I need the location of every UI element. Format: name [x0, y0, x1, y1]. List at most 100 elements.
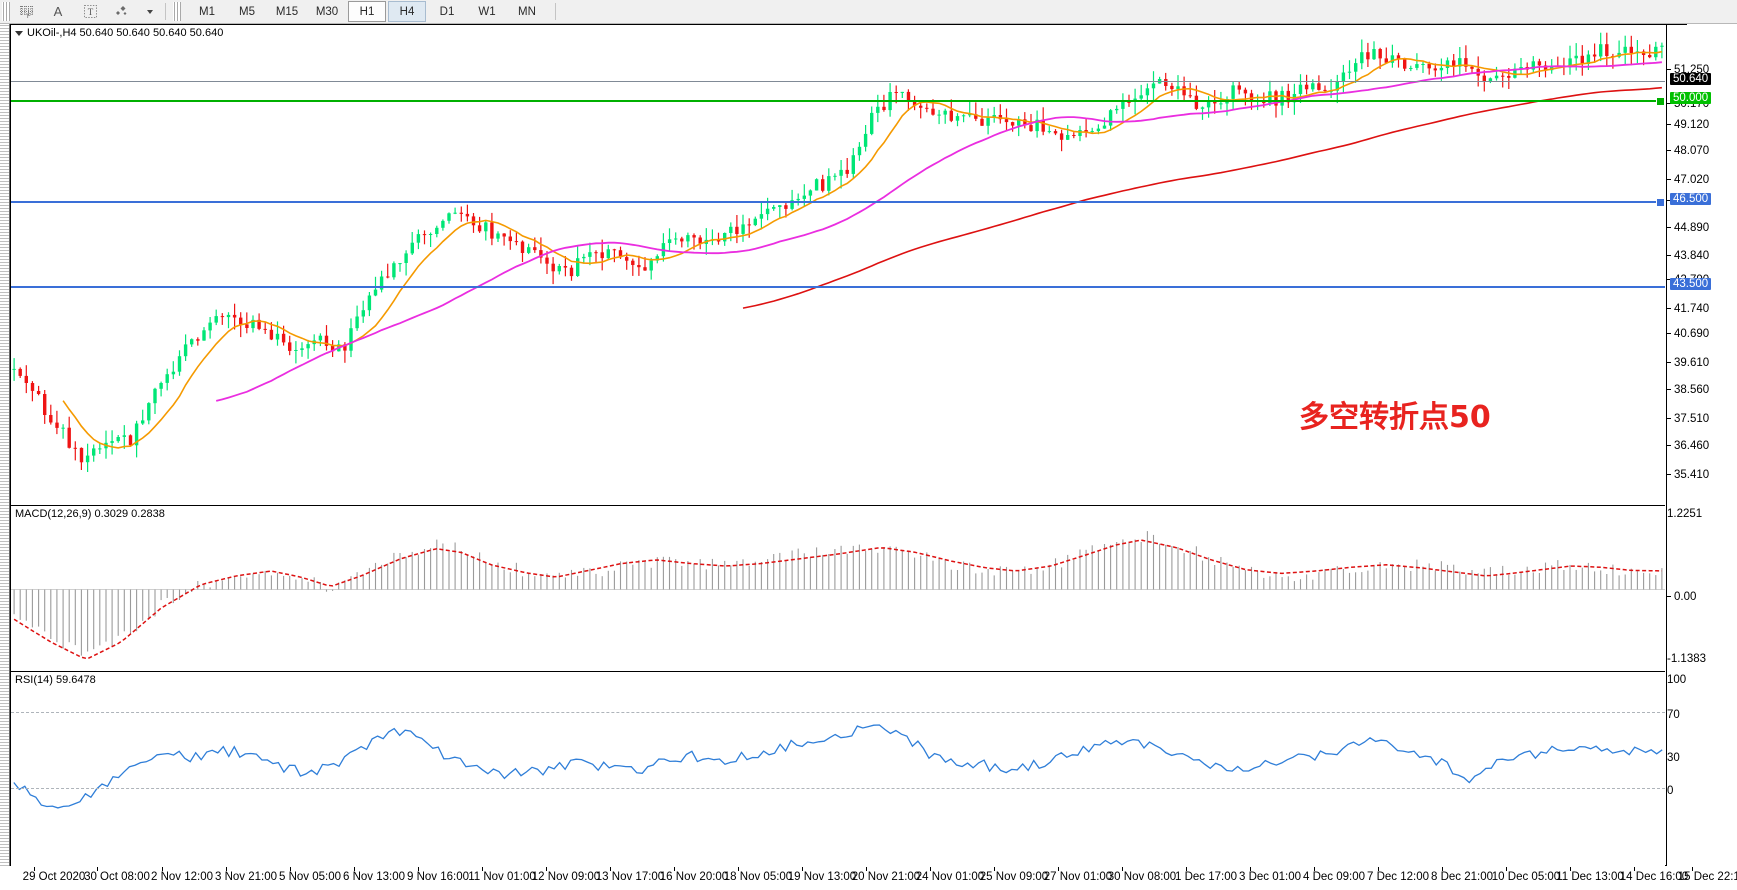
time-tick-mark — [1570, 867, 1571, 871]
rsi-level-30-line — [11, 788, 1665, 789]
rsi-pane[interactable]: RSI(14) 59.6478 — [11, 671, 1665, 866]
timeframe-mn[interactable]: MN — [518, 5, 536, 18]
indicators-icon[interactable] — [106, 0, 138, 23]
chevron-down-icon — [147, 9, 153, 14]
svg-text:F: F — [27, 14, 31, 18]
crosshair-grid-icon[interactable]: F — [10, 0, 42, 23]
price-badge-43500[interactable]: 43.500 — [1670, 278, 1712, 290]
time-tick-mark — [1442, 867, 1443, 871]
price-line-43500 — [11, 286, 1665, 288]
timeframe-m30[interactable]: M30 — [315, 5, 339, 18]
price-badge-46500[interactable]: 46.500 — [1670, 193, 1712, 205]
time-label-17: 30 Nov 08:00 — [1107, 871, 1177, 883]
time-label-23: 10 Dec 05:00 — [1491, 871, 1561, 883]
time-label-2: 2 Nov 12:00 — [150, 871, 214, 883]
price-badge-50000[interactable]: 50.000 — [1670, 92, 1712, 104]
time-tick-mark — [482, 867, 483, 871]
time-label-8: 12 Nov 09:00 — [531, 871, 601, 883]
last-price-badge[interactable]: 50.640 — [1670, 73, 1712, 85]
time-tick-mark — [1634, 867, 1635, 871]
time-label-9: 13 Nov 17:00 — [595, 871, 665, 883]
time-tick-mark — [418, 867, 419, 871]
price-line-46500 — [11, 201, 1665, 203]
price-scale[interactable]: 51.25050.17049.12048.07047.02045.97044.8… — [1666, 25, 1737, 866]
timeframe-group: M1 M5 M15 M30 H1 H4 D1 W1 MN — [187, 1, 547, 22]
timeframe-w1[interactable]: W1 — [478, 5, 496, 18]
rsi-tick-100: 100 — [1667, 674, 1687, 686]
time-tick-mark — [802, 867, 803, 871]
time-tick-mark — [1692, 867, 1693, 871]
price-tick-48-070: 48.070 — [1667, 145, 1709, 157]
price-tick-43-840: 43.840 — [1667, 250, 1709, 262]
time-label-13: 20 Nov 21:00 — [851, 871, 921, 883]
time-label-14: 24 Nov 01:00 — [915, 871, 985, 883]
time-label-3: 3 Nov 21:00 — [214, 871, 278, 883]
text-label-a-icon[interactable]: A — [53, 4, 63, 19]
price-tick-47-020: 47.020 — [1667, 174, 1709, 186]
chart-vertical-grip[interactable] — [0, 24, 10, 866]
time-tick-mark — [738, 867, 739, 871]
time-tick-mark — [1314, 867, 1315, 871]
time-tick-mark — [1250, 867, 1251, 871]
time-label-16: 27 Nov 01:00 — [1043, 871, 1113, 883]
timeframe-m1[interactable]: M1 — [199, 5, 215, 18]
svg-text:T: T — [87, 7, 93, 17]
rsi-canvas — [13, 724, 1663, 809]
price-pane[interactable]: UKOil-,H4 50.640 50.640 50.640 50.640 多空… — [11, 25, 1665, 504]
rsi-tick-70: 70 — [1667, 709, 1680, 721]
time-label-18: 1 Dec 17:00 — [1174, 871, 1238, 883]
rsi-label: RSI(14) 59.6478 — [15, 674, 96, 686]
time-label-12: 19 Nov 13:00 — [787, 871, 857, 883]
price-tick-39-610: 39.610 — [1667, 357, 1709, 369]
toolbar-divider-2 — [555, 3, 556, 20]
timeframe-h4[interactable]: H4 — [388, 1, 426, 22]
time-tick-mark — [1058, 867, 1059, 871]
time-tick-mark — [354, 867, 355, 871]
collapse-caret-icon[interactable] — [15, 30, 23, 36]
symbol-info-label: UKOil-,H4 50.640 50.640 50.640 50.640 — [15, 27, 223, 39]
timeframe-d1[interactable]: D1 — [439, 5, 455, 18]
time-label-1: 30 Oct 08:00 — [84, 871, 150, 883]
chart-toolbar: F A T M1 M5 M15 M30 H1 H — [0, 0, 1737, 24]
rsi-tick-0: 0 — [1667, 785, 1674, 797]
timeframe-m15[interactable]: M15 — [275, 5, 299, 18]
time-label-11: 18 Nov 05:00 — [723, 871, 793, 883]
price-chart-canvas — [12, 32, 1664, 472]
time-tick-mark — [1186, 867, 1187, 871]
time-tick-mark — [1506, 867, 1507, 871]
time-label-26: 15 Dec 22:15 — [1677, 871, 1737, 883]
macd-tick--1.1383: -1.1383 — [1667, 653, 1707, 665]
time-tick-mark — [226, 867, 227, 871]
timeframe-h1[interactable]: H1 — [348, 1, 386, 22]
rsi-level-70-line — [11, 712, 1665, 713]
price-tick-49-120: 49.120 — [1667, 119, 1709, 131]
time-tick-mark — [1378, 867, 1379, 871]
macd-tick-0.00: 0.00 — [1667, 591, 1696, 603]
time-scale[interactable]: 29 Oct 2020 30 Oct 08:00 2 Nov 12:00 3 Nov … — [10, 867, 1737, 889]
price-tick-40-690: 40.690 — [1667, 328, 1709, 340]
time-tick-mark — [97, 867, 98, 871]
time-tick-mark — [930, 867, 931, 871]
line-anchor-46500[interactable] — [1656, 198, 1665, 207]
time-label-6: 9 Nov 16:00 — [406, 871, 470, 883]
price-tick-36-460: 36.460 — [1667, 440, 1709, 452]
chart-annotation-text: 多空转折点50 — [1299, 400, 1491, 435]
toolbar-drag-grip[interactable] — [2, 2, 10, 21]
macd-tick-1.2251: 1.2251 — [1667, 508, 1703, 520]
macd-label: MACD(12,26,9) 0.3029 0.2838 — [15, 508, 165, 520]
macd-pane[interactable]: MACD(12,26,9) 0.3029 0.2838 — [11, 505, 1665, 671]
price-tick-35-410: 35.410 — [1667, 469, 1709, 481]
text-box-t-icon[interactable]: T — [74, 0, 106, 23]
time-tick-mark — [866, 867, 867, 871]
timeframe-drag-grip[interactable] — [173, 2, 181, 21]
time-label-25: 14 Dec 16:00 — [1619, 871, 1689, 883]
indicators-dropdown-arrow-icon[interactable] — [138, 0, 160, 23]
price-tick-38-560: 38.560 — [1667, 384, 1709, 396]
time-tick-mark — [994, 867, 995, 871]
timeframe-m5[interactable]: M5 — [239, 5, 255, 18]
line-anchor-50000[interactable] — [1656, 97, 1665, 106]
time-label-21: 7 Dec 12:00 — [1366, 871, 1430, 883]
toolbar-divider — [165, 3, 166, 20]
indicator-diamonds-icon-svg — [116, 6, 127, 15]
